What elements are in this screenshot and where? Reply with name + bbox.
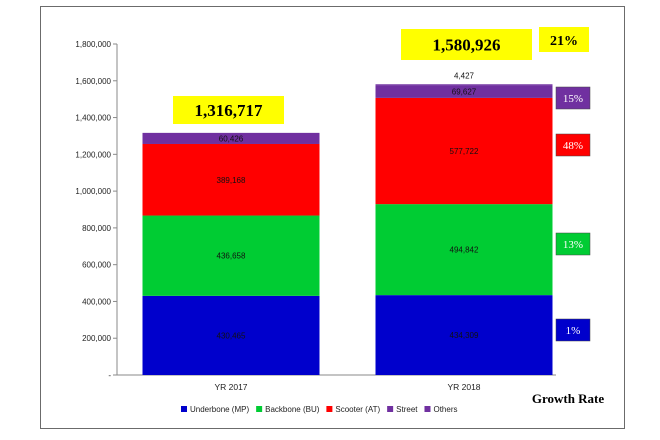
legend-swatch [424,406,431,412]
y-tick-label: 800,000 [82,224,111,233]
segment-value-label: 434,309 [450,331,479,340]
bar-segment [142,143,320,216]
growth-rate-value: 48% [563,140,583,152]
bar-segment [142,215,320,296]
legend-label: Backbone (BU) [265,405,320,414]
growth-rate-value: 13% [563,239,583,251]
y-tick-label: 1,200,000 [75,150,111,159]
y-tick-label: 1,400,000 [75,114,111,123]
stacked-bar-chart: - 200,000 400,000 600,000 800,000 1,000,000 1,… [75,27,605,414]
segment-value-label: 436,658 [217,252,246,261]
segment-value-label: 430,465 [217,331,246,340]
growth-rate-badge [555,318,591,342]
total-highlight-box [173,96,284,124]
legend-label: Scooter (AT) [335,405,380,414]
total-highlight-box [401,29,532,60]
growth-rate-badge [555,133,591,157]
y-tick-label: 1,800,000 [75,40,111,49]
segment-value-label: 494,842 [450,246,479,255]
growth-rate-value: 15% [563,93,583,105]
bar-segment [375,85,553,98]
bar-segment [375,84,553,86]
segment-value-label: 389,168 [217,176,246,185]
bar-segment [375,204,553,296]
bar-segment [375,97,553,205]
segment-value-label: 69,627 [452,88,477,97]
legend-swatch [387,406,394,412]
growth-rate-badge [555,86,591,110]
growth-rate-badge [555,232,591,256]
y-tick-label: 200,000 [82,334,111,343]
y-tick-label: 600,000 [82,261,111,270]
x-category-label: YR 2018 [447,382,480,392]
overall-growth-label: 21% [550,34,578,49]
y-tick-label: 1,000,000 [75,187,111,196]
legend-swatch [326,406,333,412]
segment-value-label-others: 4,427 [454,71,475,80]
legend-swatch [181,406,187,412]
bar-segment [142,295,320,375]
y-tick-label: - [108,371,111,380]
legend-label: Street [396,405,418,414]
bar-segment [375,295,553,375]
legend-swatch [256,406,263,412]
bar-total-label: 1,316,717 [195,101,264,120]
overall-growth-box [539,27,589,52]
y-tick-label: 400,000 [82,297,111,306]
growth-rate-title: Growth Rate [532,391,605,406]
growth-rate-value: 1% [566,325,581,337]
chart-frame: - 200,000 400,000 600,000 800,000 1,000,000 1,… [40,6,625,429]
bar-segment [142,132,320,144]
legend-label: Underbone (MP) [190,405,249,414]
y-tick-label: 1,600,000 [75,77,111,86]
legend-label: Others [433,405,457,414]
x-category-label: YR 2017 [214,382,247,392]
segment-value-label: 577,722 [450,147,479,156]
segment-value-label: 60,426 [219,134,244,143]
bar-total-label: 1,580,926 [433,36,501,55]
